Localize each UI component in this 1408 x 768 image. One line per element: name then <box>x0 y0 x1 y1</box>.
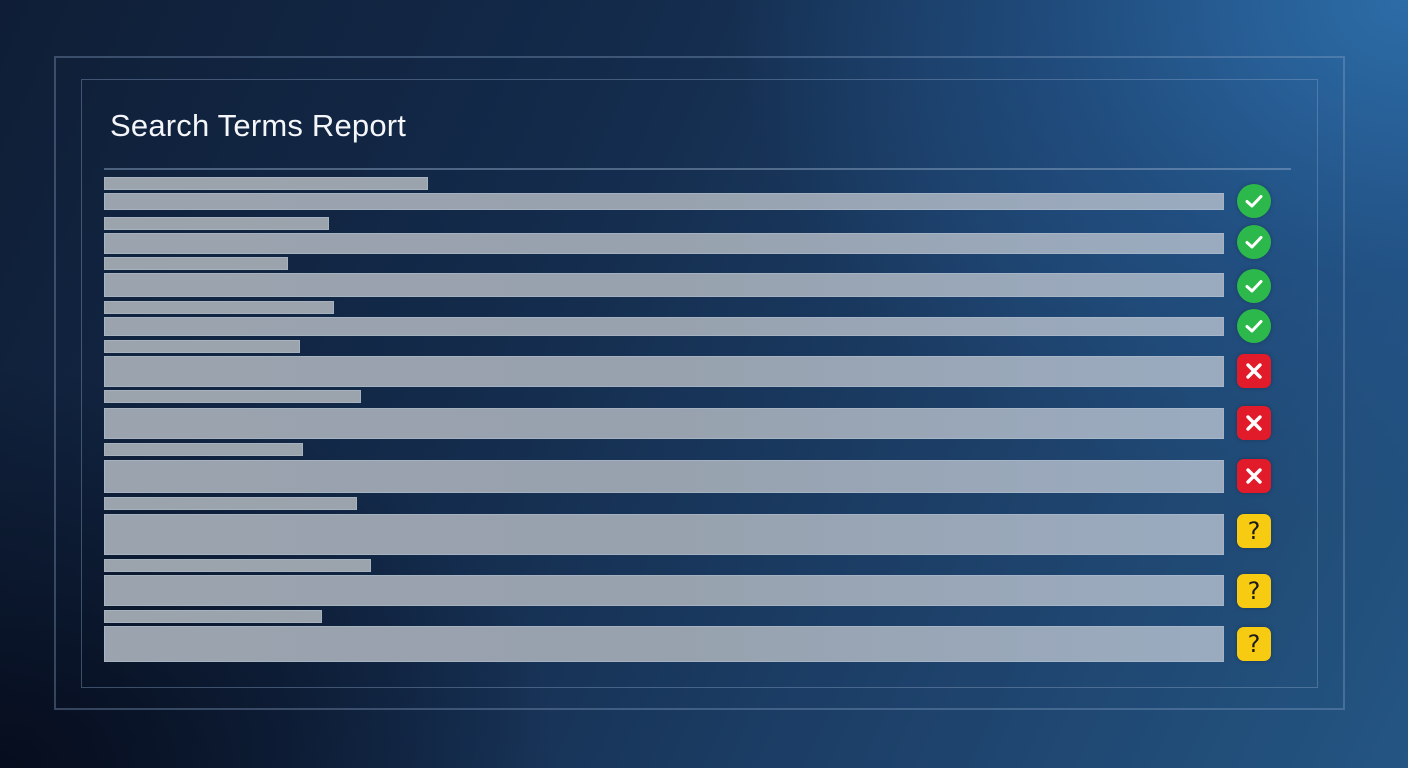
check-circle-icon[interactable] <box>1237 184 1271 218</box>
x-square-icon[interactable] <box>1237 459 1271 493</box>
search-term-detail-placeholder <box>104 193 1224 210</box>
check-circle-icon[interactable] <box>1237 269 1271 303</box>
search-term-label-placeholder <box>104 497 357 510</box>
search-term-label-placeholder <box>104 390 361 403</box>
search-term-label-placeholder <box>104 340 300 353</box>
title-divider <box>104 168 1291 170</box>
question-square-icon[interactable]: ? <box>1237 627 1271 661</box>
check-circle-icon[interactable] <box>1237 225 1271 259</box>
search-term-detail-placeholder <box>104 626 1224 662</box>
question-square-icon[interactable]: ? <box>1237 574 1271 608</box>
search-term-detail-placeholder <box>104 408 1224 439</box>
search-term-detail-placeholder <box>104 575 1224 606</box>
search-term-label-placeholder <box>104 217 329 230</box>
x-square-icon[interactable] <box>1237 354 1271 388</box>
question-mark-glyph: ? <box>1247 517 1261 545</box>
search-term-label-placeholder <box>104 610 322 623</box>
x-square-icon[interactable] <box>1237 406 1271 440</box>
question-mark-glyph: ? <box>1247 630 1261 658</box>
search-term-detail-placeholder <box>104 460 1224 493</box>
search-term-label-placeholder <box>104 559 371 572</box>
search-term-detail-placeholder <box>104 514 1224 555</box>
search-term-label-placeholder <box>104 257 288 270</box>
page-title: Search Terms Report <box>110 108 407 143</box>
search-term-label-placeholder <box>104 443 303 456</box>
question-square-icon[interactable]: ? <box>1237 514 1271 548</box>
search-term-detail-placeholder <box>104 317 1224 336</box>
question-mark-glyph: ? <box>1247 577 1261 605</box>
search-term-label-placeholder <box>104 177 428 190</box>
check-circle-icon[interactable] <box>1237 309 1271 343</box>
search-term-detail-placeholder <box>104 273 1224 297</box>
outer-frame <box>54 56 1345 710</box>
search-term-detail-placeholder <box>104 356 1224 387</box>
report-panel <box>81 79 1318 688</box>
search-term-detail-placeholder <box>104 233 1224 254</box>
search-term-label-placeholder <box>104 301 334 314</box>
